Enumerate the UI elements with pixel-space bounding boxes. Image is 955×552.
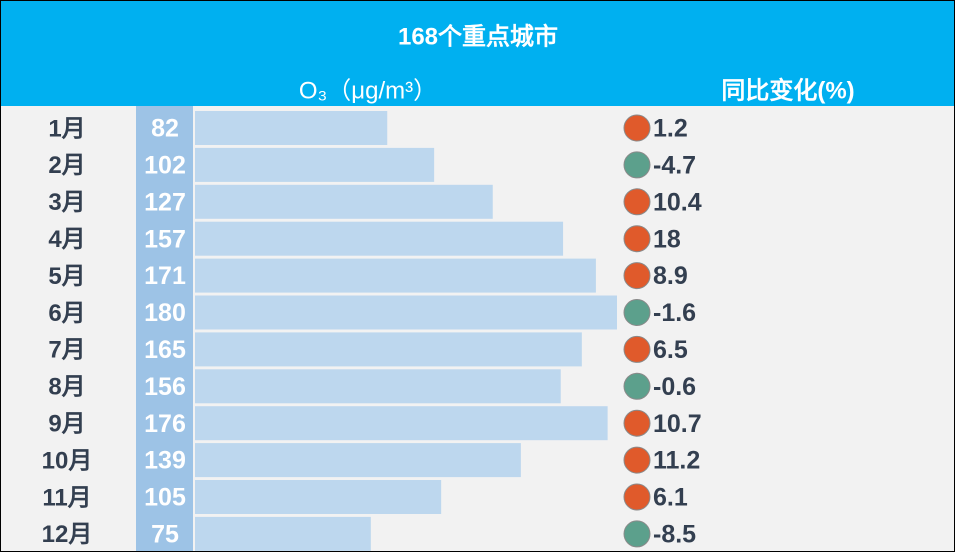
change-header: 同比变化(%) — [721, 76, 854, 104]
value-label: 157 — [144, 225, 186, 253]
chart-title: 168个重点城市 — [398, 22, 558, 50]
change-label: -4.7 — [653, 152, 696, 180]
change-marker — [623, 335, 651, 363]
bar — [195, 184, 493, 219]
bar — [195, 406, 608, 441]
category-label: 4月 — [48, 226, 85, 253]
change-marker — [623, 225, 651, 253]
value-label: 82 — [151, 115, 179, 143]
value-header: O₃（μg/m³） — [299, 77, 437, 104]
category-label: 8月 — [48, 374, 85, 401]
change-marker — [623, 446, 651, 474]
change-label: -8.5 — [653, 521, 696, 549]
value-label: 156 — [144, 373, 186, 401]
change-marker — [623, 151, 651, 179]
change-label: 8.9 — [653, 262, 688, 290]
value-label: 75 — [151, 521, 179, 549]
bar — [195, 111, 388, 145]
value-label: 176 — [144, 410, 186, 438]
change-label: 1.2 — [653, 115, 688, 143]
category-label: 9月 — [48, 411, 85, 438]
value-label: 102 — [144, 152, 186, 180]
header — [0, 0, 955, 106]
category-label: 3月 — [48, 189, 85, 216]
value-label: 105 — [144, 484, 186, 512]
category-label: 5月 — [48, 263, 85, 290]
bar — [195, 480, 442, 514]
change-label: -1.6 — [653, 299, 696, 327]
bar — [195, 332, 582, 367]
category-label: 11月 — [42, 484, 91, 511]
change-marker — [623, 262, 651, 290]
change-label: 11.2 — [653, 447, 700, 475]
category-label: 12月 — [42, 521, 93, 548]
bar — [195, 221, 564, 256]
bar — [195, 516, 371, 551]
category-label: 6月 — [48, 300, 85, 327]
bar — [195, 295, 617, 330]
value-column — [136, 106, 193, 552]
bar — [195, 369, 561, 404]
change-marker — [623, 299, 651, 326]
bar — [195, 147, 435, 182]
value-label: 165 — [144, 336, 186, 364]
value-label: 171 — [144, 262, 186, 290]
change-marker — [623, 520, 651, 548]
category-label: 1月 — [48, 115, 85, 142]
value-label: 180 — [144, 299, 186, 327]
change-marker — [623, 409, 651, 437]
category-label: 10月 — [42, 447, 93, 474]
change-label: 6.1 — [653, 484, 688, 512]
change-label: 10.4 — [653, 188, 702, 216]
change-label: 10.7 — [653, 410, 702, 438]
change-marker — [623, 372, 651, 400]
change-marker — [623, 483, 651, 511]
bar — [195, 443, 521, 478]
change-label: -0.6 — [653, 373, 696, 401]
bar — [195, 258, 596, 293]
value-label: 127 — [144, 188, 186, 216]
change-label: 6.5 — [653, 336, 688, 364]
category-label: 7月 — [48, 337, 85, 364]
change-marker — [623, 114, 651, 142]
value-label: 139 — [144, 447, 186, 475]
change-label: 18 — [653, 225, 681, 253]
change-marker — [623, 188, 651, 216]
category-label: 2月 — [48, 152, 85, 179]
